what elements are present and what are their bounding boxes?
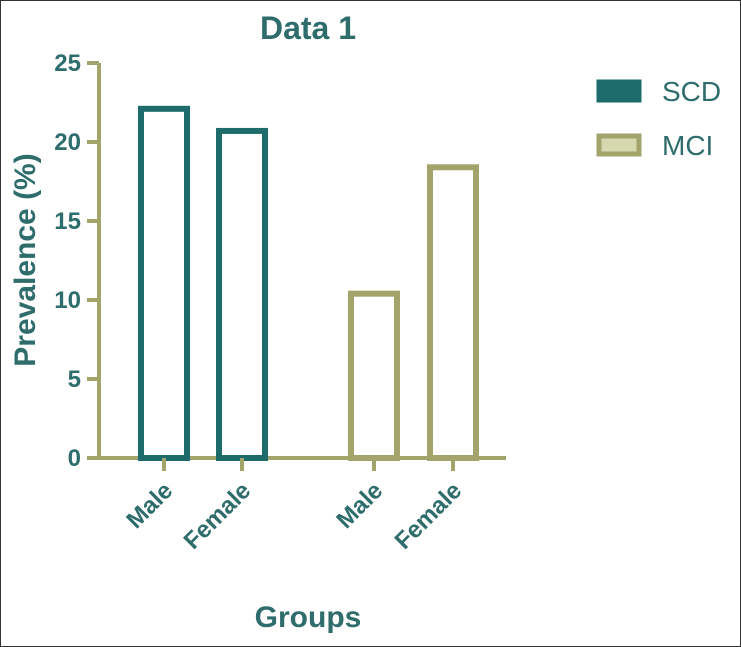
y-tick-label: 5 [68, 366, 81, 393]
bar-mci-male [348, 290, 400, 461]
y-axis-title: Prevalence (%) [9, 153, 42, 366]
legend-label-mci: MCI [662, 130, 713, 161]
y-tick-label: 25 [54, 50, 81, 77]
legend-swatch-scd [596, 79, 642, 103]
x-axis-title: Groups [255, 601, 362, 634]
x-axis-ticks: Male Female Male Female [121, 458, 467, 555]
y-tick-label: 20 [54, 129, 81, 156]
chart-title: Data 1 [260, 10, 356, 46]
legend-label-scd: SCD [662, 76, 721, 107]
y-tick-label: 0 [68, 445, 81, 472]
legend: SCD MCI [596, 76, 721, 161]
y-axis-ticks: 0 5 10 15 20 25 [54, 50, 99, 472]
x-tick-label: Male [331, 477, 388, 534]
y-tick-label: 10 [54, 287, 81, 314]
bar-mci-female [427, 164, 479, 461]
y-tick-label: 15 [54, 208, 81, 235]
legend-swatch-mci [596, 133, 642, 157]
bar-scd-male [138, 105, 190, 461]
bars-group [138, 105, 479, 461]
x-tick-label: Female [390, 477, 468, 555]
bar-scd-female [216, 127, 268, 461]
x-tick-label: Female [179, 477, 257, 555]
x-tick-label: Male [121, 477, 178, 534]
